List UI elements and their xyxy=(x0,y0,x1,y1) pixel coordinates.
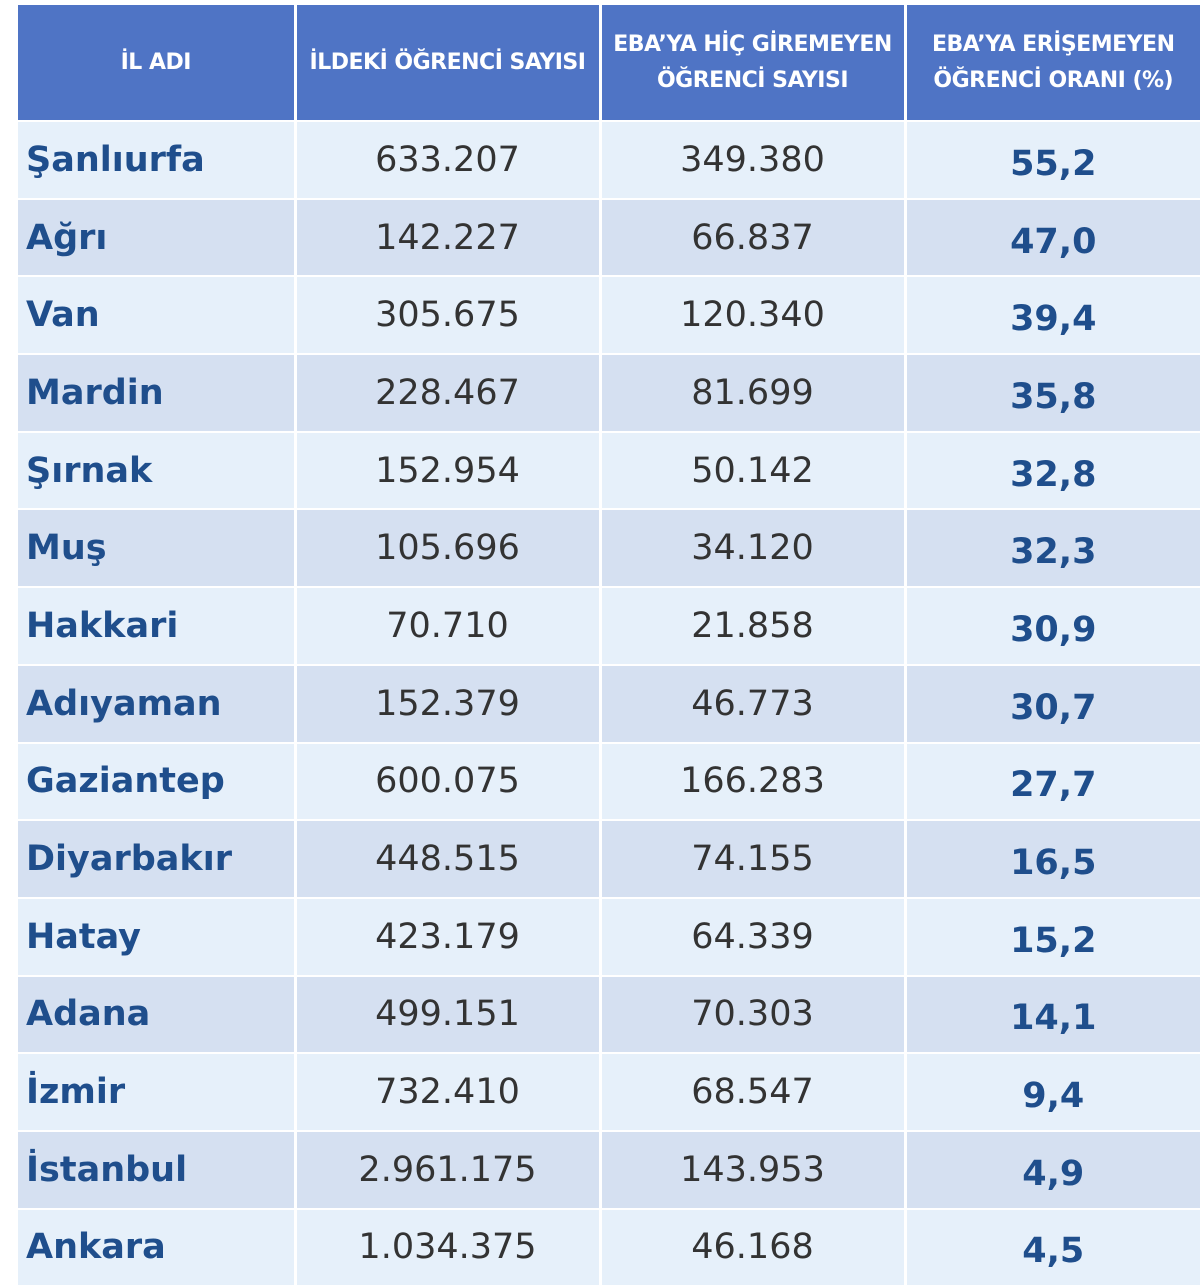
province-name: Adana xyxy=(18,974,297,1054)
column-header: EBA’YA HİÇ GİREMEYEN ÖĞRENCİ SAYISI xyxy=(600,5,907,121)
student-count: 70.710 xyxy=(295,586,602,665)
table-row: Adana 499.151 70.303 14,1 xyxy=(18,974,1200,1054)
student-count: 142.227 xyxy=(295,197,602,277)
no-access-rate: 35,8 xyxy=(905,353,1200,432)
no-access-count: 34.120 xyxy=(600,508,907,588)
province-name: Şırnak xyxy=(18,430,297,510)
no-access-count: 166.283 xyxy=(600,741,907,821)
no-access-count: 81.699 xyxy=(600,353,907,432)
student-count: 2.961.175 xyxy=(295,1129,602,1209)
province-name: Gaziantep xyxy=(18,741,297,821)
student-count: 448.515 xyxy=(295,819,602,898)
no-access-rate: 14,1 xyxy=(905,974,1200,1054)
no-access-count: 68.547 xyxy=(600,1052,907,1131)
province-name: Mardin xyxy=(18,353,297,432)
no-access-rate: 4,9 xyxy=(905,1129,1200,1209)
no-access-rate: 55,2 xyxy=(905,120,1200,199)
no-access-rate: 30,7 xyxy=(905,663,1200,743)
province-name: Adıyaman xyxy=(18,663,297,743)
no-access-count: 21.858 xyxy=(600,586,907,665)
table-row: Adıyaman 152.379 46.773 30,7 xyxy=(18,663,1200,743)
table-body: Şanlıurfa 633.207 349.380 55,2 Ağrı 142.227 66… xyxy=(18,120,1200,1285)
table-row: Gaziantep 600.075 166.283 27,7 xyxy=(18,741,1200,821)
column-header: İLDEKİ ÖĞRENCİ SAYISI xyxy=(295,5,602,121)
student-count: 600.075 xyxy=(295,741,602,821)
student-count: 499.151 xyxy=(295,974,602,1054)
no-access-rate: 4,5 xyxy=(905,1207,1200,1285)
table-row: Diyarbakır 448.515 74.155 16,5 xyxy=(18,819,1200,898)
province-name: Şanlıurfa xyxy=(18,120,297,199)
table-row: Hakkari 70.710 21.858 30,9 xyxy=(18,586,1200,665)
province-name: Muş xyxy=(18,508,297,588)
no-access-count: 120.340 xyxy=(600,275,907,355)
table-row: Ankara 1.034.375 46.168 4,5 xyxy=(18,1207,1200,1285)
no-access-rate: 16,5 xyxy=(905,819,1200,898)
header-row: İL ADI İLDEKİ ÖĞRENCİ SAYISI EBA’YA HİÇ Gİ… xyxy=(18,5,1200,121)
student-count: 305.675 xyxy=(295,275,602,355)
no-access-rate: 30,9 xyxy=(905,586,1200,665)
table-row: İstanbul 2.961.175 143.953 4,9 xyxy=(18,1129,1200,1209)
no-access-count: 74.155 xyxy=(600,819,907,898)
province-name: İzmir xyxy=(18,1052,297,1131)
table-row: Şırnak 152.954 50.142 32,8 xyxy=(18,430,1200,510)
data-table: İL ADI İLDEKİ ÖĞRENCİ SAYISI EBA’YA HİÇ Gİ… xyxy=(18,5,1200,1285)
student-count: 152.379 xyxy=(295,663,602,743)
table-header: İL ADI İLDEKİ ÖĞRENCİ SAYISI EBA’YA HİÇ Gİ… xyxy=(18,5,1200,121)
province-name: İstanbul xyxy=(18,1129,297,1209)
province-name: Diyarbakır xyxy=(18,819,297,898)
table-row: Van 305.675 120.340 39,4 xyxy=(18,275,1200,355)
no-access-count: 70.303 xyxy=(600,974,907,1054)
no-access-rate: 47,0 xyxy=(905,197,1200,277)
student-count: 732.410 xyxy=(295,1052,602,1131)
no-access-count: 46.773 xyxy=(600,663,907,743)
province-name: Van xyxy=(18,275,297,355)
no-access-count: 66.837 xyxy=(600,197,907,277)
no-access-count: 349.380 xyxy=(600,120,907,199)
table-container: İL ADI İLDEKİ ÖĞRENCİ SAYISI EBA’YA HİÇ Gİ… xyxy=(18,5,1200,1285)
no-access-count: 50.142 xyxy=(600,430,907,510)
no-access-count: 64.339 xyxy=(600,896,907,976)
table-row: Şanlıurfa 633.207 349.380 55,2 xyxy=(18,120,1200,199)
table-row: Mardin 228.467 81.699 35,8 xyxy=(18,353,1200,432)
no-access-rate: 9,4 xyxy=(905,1052,1200,1131)
column-header: EBA’YA ERİŞEMEYEN ÖĞRENCİ ORANI (%) xyxy=(905,5,1200,121)
student-count: 228.467 xyxy=(295,353,602,432)
student-count: 633.207 xyxy=(295,120,602,199)
no-access-rate: 15,2 xyxy=(905,896,1200,976)
no-access-rate: 32,8 xyxy=(905,430,1200,510)
no-access-count: 143.953 xyxy=(600,1129,907,1209)
table-row: Ağrı 142.227 66.837 47,0 xyxy=(18,197,1200,277)
province-name: Hatay xyxy=(18,896,297,976)
no-access-count: 46.168 xyxy=(600,1207,907,1285)
column-header: İL ADI xyxy=(18,5,297,121)
province-name: Ankara xyxy=(18,1207,297,1285)
student-count: 1.034.375 xyxy=(295,1207,602,1285)
table-row: Muş 105.696 34.120 32,3 xyxy=(18,508,1200,588)
table-row: İzmir 732.410 68.547 9,4 xyxy=(18,1052,1200,1131)
student-count: 152.954 xyxy=(295,430,602,510)
no-access-rate: 27,7 xyxy=(905,741,1200,821)
student-count: 423.179 xyxy=(295,896,602,976)
student-count: 105.696 xyxy=(295,508,602,588)
province-name: Hakkari xyxy=(18,586,297,665)
no-access-rate: 39,4 xyxy=(905,275,1200,355)
no-access-rate: 32,3 xyxy=(905,508,1200,588)
province-name: Ağrı xyxy=(18,197,297,277)
page: İL ADI İLDEKİ ÖĞRENCİ SAYISI EBA’YA HİÇ Gİ… xyxy=(18,5,1200,1285)
table-row: Hatay 423.179 64.339 15,2 xyxy=(18,896,1200,976)
